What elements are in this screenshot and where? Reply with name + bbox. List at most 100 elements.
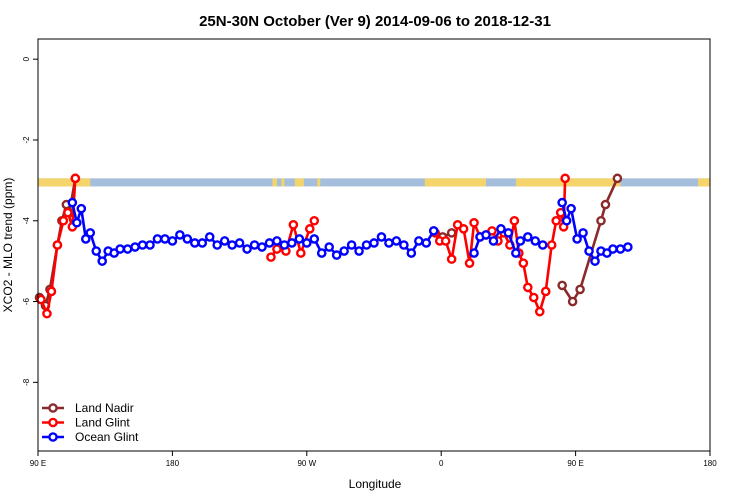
chart-title: 25N-30N October (Ver 9) 2014-09-06 to 20… bbox=[199, 13, 551, 30]
data-point bbox=[391, 236, 402, 246]
data-point bbox=[249, 240, 260, 250]
data-point bbox=[58, 215, 69, 226]
data-point bbox=[257, 242, 267, 252]
data-point bbox=[376, 232, 387, 242]
data-point bbox=[369, 238, 379, 248]
data-point bbox=[67, 197, 78, 208]
x-tick-label: 180 bbox=[703, 459, 717, 468]
data-point bbox=[399, 240, 409, 250]
data-point bbox=[212, 240, 222, 250]
map-land-patch bbox=[317, 178, 321, 187]
data-point bbox=[596, 215, 606, 226]
legend-item: Land Glint bbox=[42, 416, 130, 430]
x-axis-label: Longitude bbox=[349, 477, 402, 491]
data-point bbox=[42, 308, 52, 319]
data-point bbox=[219, 236, 230, 246]
legend-label: Land Glint bbox=[75, 416, 130, 430]
data-point bbox=[515, 236, 526, 246]
data-point bbox=[46, 286, 57, 297]
legend-swatch-marker bbox=[48, 417, 58, 428]
data-point bbox=[551, 215, 561, 226]
y-tick-label: -6 bbox=[22, 297, 31, 305]
map-land-patch bbox=[698, 178, 710, 187]
data-point bbox=[608, 244, 618, 254]
data-point bbox=[503, 228, 514, 238]
legend-label: Land Nadir bbox=[75, 401, 134, 415]
data-point bbox=[52, 240, 63, 250]
data-point bbox=[557, 280, 567, 291]
map-land-patch bbox=[517, 178, 621, 187]
data-point bbox=[97, 256, 108, 266]
data-point bbox=[446, 254, 457, 264]
data-point bbox=[428, 226, 439, 236]
data-point bbox=[421, 238, 432, 248]
legend-label: Ocean Glint bbox=[75, 430, 139, 444]
y-tick-label: 0 bbox=[22, 56, 31, 61]
data-point bbox=[272, 244, 282, 254]
data-point bbox=[567, 296, 578, 307]
y-tick-label: -4 bbox=[22, 217, 31, 225]
y-tick-label: -2 bbox=[22, 136, 31, 144]
series-layer bbox=[34, 173, 633, 319]
legend-swatch-marker bbox=[48, 403, 58, 413]
data-point bbox=[287, 238, 297, 248]
data-point bbox=[534, 306, 545, 317]
data-point bbox=[511, 248, 521, 258]
data-point bbox=[288, 220, 299, 230]
data-point bbox=[523, 282, 533, 293]
data-point bbox=[266, 252, 276, 262]
data-point bbox=[80, 234, 91, 244]
data-point bbox=[561, 215, 572, 226]
data-point bbox=[91, 246, 102, 256]
data-point bbox=[575, 284, 585, 295]
data-point bbox=[496, 224, 506, 234]
plot-frame bbox=[37, 38, 711, 452]
data-point bbox=[600, 199, 611, 210]
data-point bbox=[339, 246, 349, 256]
data-point bbox=[623, 242, 633, 252]
data-point bbox=[612, 173, 623, 184]
data-point bbox=[440, 236, 451, 246]
data-point bbox=[204, 232, 215, 242]
map-ocean-band bbox=[38, 178, 710, 187]
data-point bbox=[296, 248, 306, 258]
data-point bbox=[175, 230, 185, 240]
map-land-patch bbox=[424, 178, 486, 187]
data-point bbox=[294, 234, 305, 244]
data-point bbox=[72, 217, 82, 228]
data-point bbox=[615, 244, 626, 254]
data-point bbox=[309, 215, 320, 226]
y-axis-label: XCO2 - MLO trend (ppm) bbox=[1, 178, 15, 313]
data-point bbox=[182, 234, 193, 244]
data-point bbox=[361, 240, 372, 250]
data-point bbox=[560, 173, 570, 184]
data-point bbox=[546, 240, 557, 250]
data-point bbox=[272, 236, 282, 246]
y-axis: 0 -2 -4 -6 -8 bbox=[22, 56, 38, 386]
x-tick-label: 90 W bbox=[297, 459, 316, 468]
data-point bbox=[566, 203, 576, 214]
data-point bbox=[242, 244, 252, 254]
map-land-patch bbox=[38, 178, 91, 187]
map-strip bbox=[38, 178, 710, 187]
data-point bbox=[122, 244, 133, 254]
data-point bbox=[331, 250, 342, 260]
data-point bbox=[557, 197, 567, 208]
data-point bbox=[63, 207, 73, 218]
data-point bbox=[488, 236, 499, 246]
data-point bbox=[384, 238, 394, 248]
data-point bbox=[458, 224, 469, 234]
data-point bbox=[572, 234, 582, 244]
data-point bbox=[528, 292, 539, 303]
data-point bbox=[152, 234, 163, 244]
series-line bbox=[561, 177, 619, 303]
data-point bbox=[197, 238, 208, 248]
data-point bbox=[316, 248, 327, 258]
data-point bbox=[523, 232, 533, 242]
data-point bbox=[481, 230, 491, 240]
data-point bbox=[160, 234, 170, 244]
data-point bbox=[346, 240, 357, 250]
map-land-patch bbox=[272, 178, 277, 187]
data-point bbox=[227, 240, 237, 250]
